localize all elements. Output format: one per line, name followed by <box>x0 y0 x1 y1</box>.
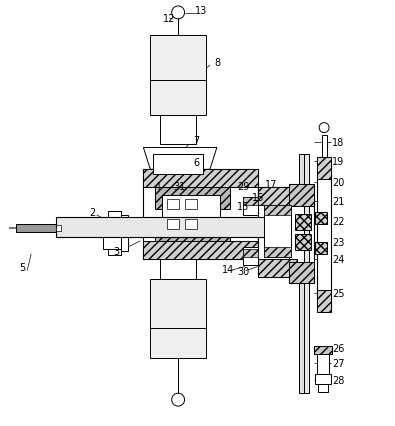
Bar <box>160 259 196 279</box>
Bar <box>150 36 206 115</box>
Bar <box>295 234 311 250</box>
Bar <box>160 115 196 145</box>
Bar <box>167 219 179 229</box>
Bar <box>290 262 314 284</box>
Text: 30: 30 <box>238 266 250 276</box>
Text: 25: 25 <box>332 289 344 299</box>
Bar <box>120 216 128 251</box>
Bar <box>258 188 297 277</box>
Text: 28: 28 <box>332 375 344 385</box>
Bar <box>315 242 327 254</box>
Text: 22: 22 <box>332 216 344 226</box>
Text: 27: 27 <box>332 358 344 368</box>
Bar <box>243 247 258 265</box>
Bar <box>317 354 329 374</box>
Text: 15: 15 <box>237 201 249 212</box>
Bar <box>16 225 61 232</box>
Bar <box>318 384 328 392</box>
Text: 26: 26 <box>332 343 344 353</box>
Bar <box>155 219 230 241</box>
Bar <box>56 217 279 237</box>
Text: 7: 7 <box>193 135 199 145</box>
Bar <box>290 185 314 284</box>
Text: 2: 2 <box>89 207 95 218</box>
Bar <box>243 198 258 216</box>
Text: 17: 17 <box>265 180 277 190</box>
Bar <box>155 188 230 210</box>
Bar <box>243 198 258 206</box>
Bar <box>143 170 258 188</box>
Bar <box>143 241 258 259</box>
Bar <box>314 346 332 354</box>
Bar <box>263 206 292 257</box>
Text: 5: 5 <box>19 262 26 272</box>
Bar <box>263 206 292 216</box>
Bar <box>304 155 309 393</box>
Bar <box>185 219 197 229</box>
Bar <box>143 170 258 259</box>
Bar <box>299 155 307 393</box>
Bar <box>258 259 297 277</box>
Bar <box>315 213 327 225</box>
Bar <box>322 135 327 158</box>
Bar <box>263 247 292 257</box>
Bar <box>185 200 197 210</box>
Bar <box>167 200 179 210</box>
Text: 29: 29 <box>238 182 250 192</box>
Polygon shape <box>143 148 217 170</box>
Text: 21: 21 <box>332 197 344 207</box>
Text: 12: 12 <box>163 14 176 24</box>
Bar <box>315 374 331 384</box>
Text: 24: 24 <box>332 254 344 264</box>
Text: 16: 16 <box>252 193 264 203</box>
Text: 14: 14 <box>222 264 234 274</box>
Bar <box>243 249 258 257</box>
Text: 8: 8 <box>214 58 220 68</box>
Bar <box>150 279 206 358</box>
Text: 13: 13 <box>195 6 207 16</box>
Text: 18: 18 <box>332 138 344 148</box>
Bar <box>162 196 220 233</box>
Bar <box>107 212 120 255</box>
Bar <box>290 185 314 207</box>
Bar <box>317 158 331 180</box>
Text: 31: 31 <box>173 182 185 192</box>
Text: 4: 4 <box>154 182 160 192</box>
Bar <box>56 225 61 231</box>
Bar <box>258 188 297 206</box>
Bar <box>314 346 332 354</box>
Bar <box>153 155 203 175</box>
Bar <box>295 214 311 230</box>
Text: 20: 20 <box>332 178 344 188</box>
Bar <box>103 217 120 249</box>
Bar <box>317 291 331 313</box>
Text: 23: 23 <box>332 237 344 247</box>
Text: 6: 6 <box>193 158 199 168</box>
Bar <box>317 158 331 311</box>
Text: 3: 3 <box>114 246 120 256</box>
Text: 19: 19 <box>332 157 344 167</box>
